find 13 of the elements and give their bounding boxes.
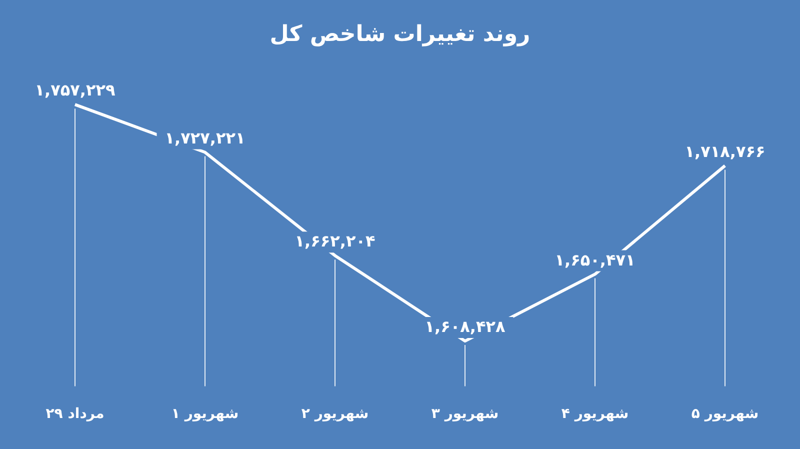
x-tick-label: ۲ شهریور xyxy=(301,406,369,422)
data-label: ۱,۷۵۷,۲۲۹ xyxy=(34,80,116,100)
data-label: ۱,۶۶۲,۲۰۴ xyxy=(294,232,376,251)
x-tick-label: ۱ شهریور xyxy=(171,406,239,422)
data-label: ۱,۷۲۷,۲۲۱ xyxy=(164,128,246,148)
x-tick-label: ۴ شهریور xyxy=(561,406,629,422)
x-tick-label: ۵ شهریور xyxy=(691,406,759,422)
data-label: ۱,۶۰۸,۴۲۸ xyxy=(424,317,506,336)
x-tick-label: مرداد ۲۹ xyxy=(46,406,104,422)
data-label: ۱,۶۵۰,۴۷۱ xyxy=(554,250,636,270)
chart-title: روند تغییرات شاخص کل xyxy=(270,22,530,47)
x-tick-label: ۳ شهریور xyxy=(431,406,499,422)
data-label: ۱,۷۱۸,۷۶۶ xyxy=(684,142,766,161)
